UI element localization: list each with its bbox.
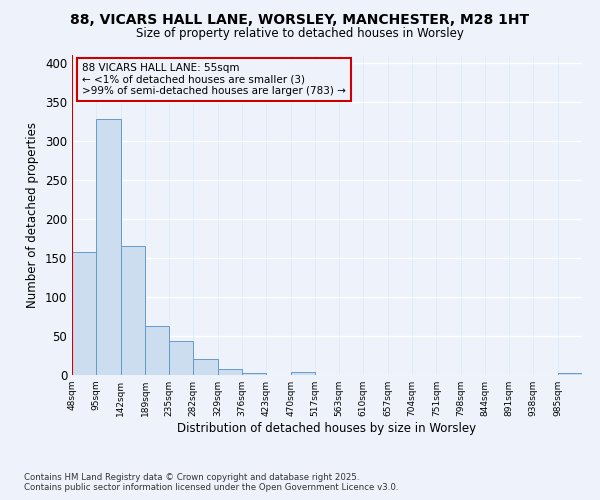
Bar <box>193 360 218 375</box>
Bar <box>218 369 242 375</box>
Y-axis label: Number of detached properties: Number of detached properties <box>26 122 40 308</box>
Text: Size of property relative to detached houses in Worsley: Size of property relative to detached ho… <box>136 28 464 40</box>
Text: Contains HM Land Registry data © Crown copyright and database right 2025.
Contai: Contains HM Land Registry data © Crown c… <box>24 473 398 492</box>
Bar <box>169 340 193 375</box>
Bar <box>97 119 121 375</box>
Bar <box>72 252 97 375</box>
Bar <box>557 374 582 375</box>
X-axis label: Distribution of detached houses by size in Worsley: Distribution of detached houses by size … <box>178 422 476 435</box>
Bar <box>145 326 169 375</box>
Text: 88, VICARS HALL LANE, WORSLEY, MANCHESTER, M28 1HT: 88, VICARS HALL LANE, WORSLEY, MANCHESTE… <box>70 12 530 26</box>
Bar <box>242 372 266 375</box>
Bar <box>121 246 145 375</box>
Text: 88 VICARS HALL LANE: 55sqm
← <1% of detached houses are smaller (3)
>99% of semi: 88 VICARS HALL LANE: 55sqm ← <1% of deta… <box>82 63 346 96</box>
Bar <box>291 372 315 375</box>
